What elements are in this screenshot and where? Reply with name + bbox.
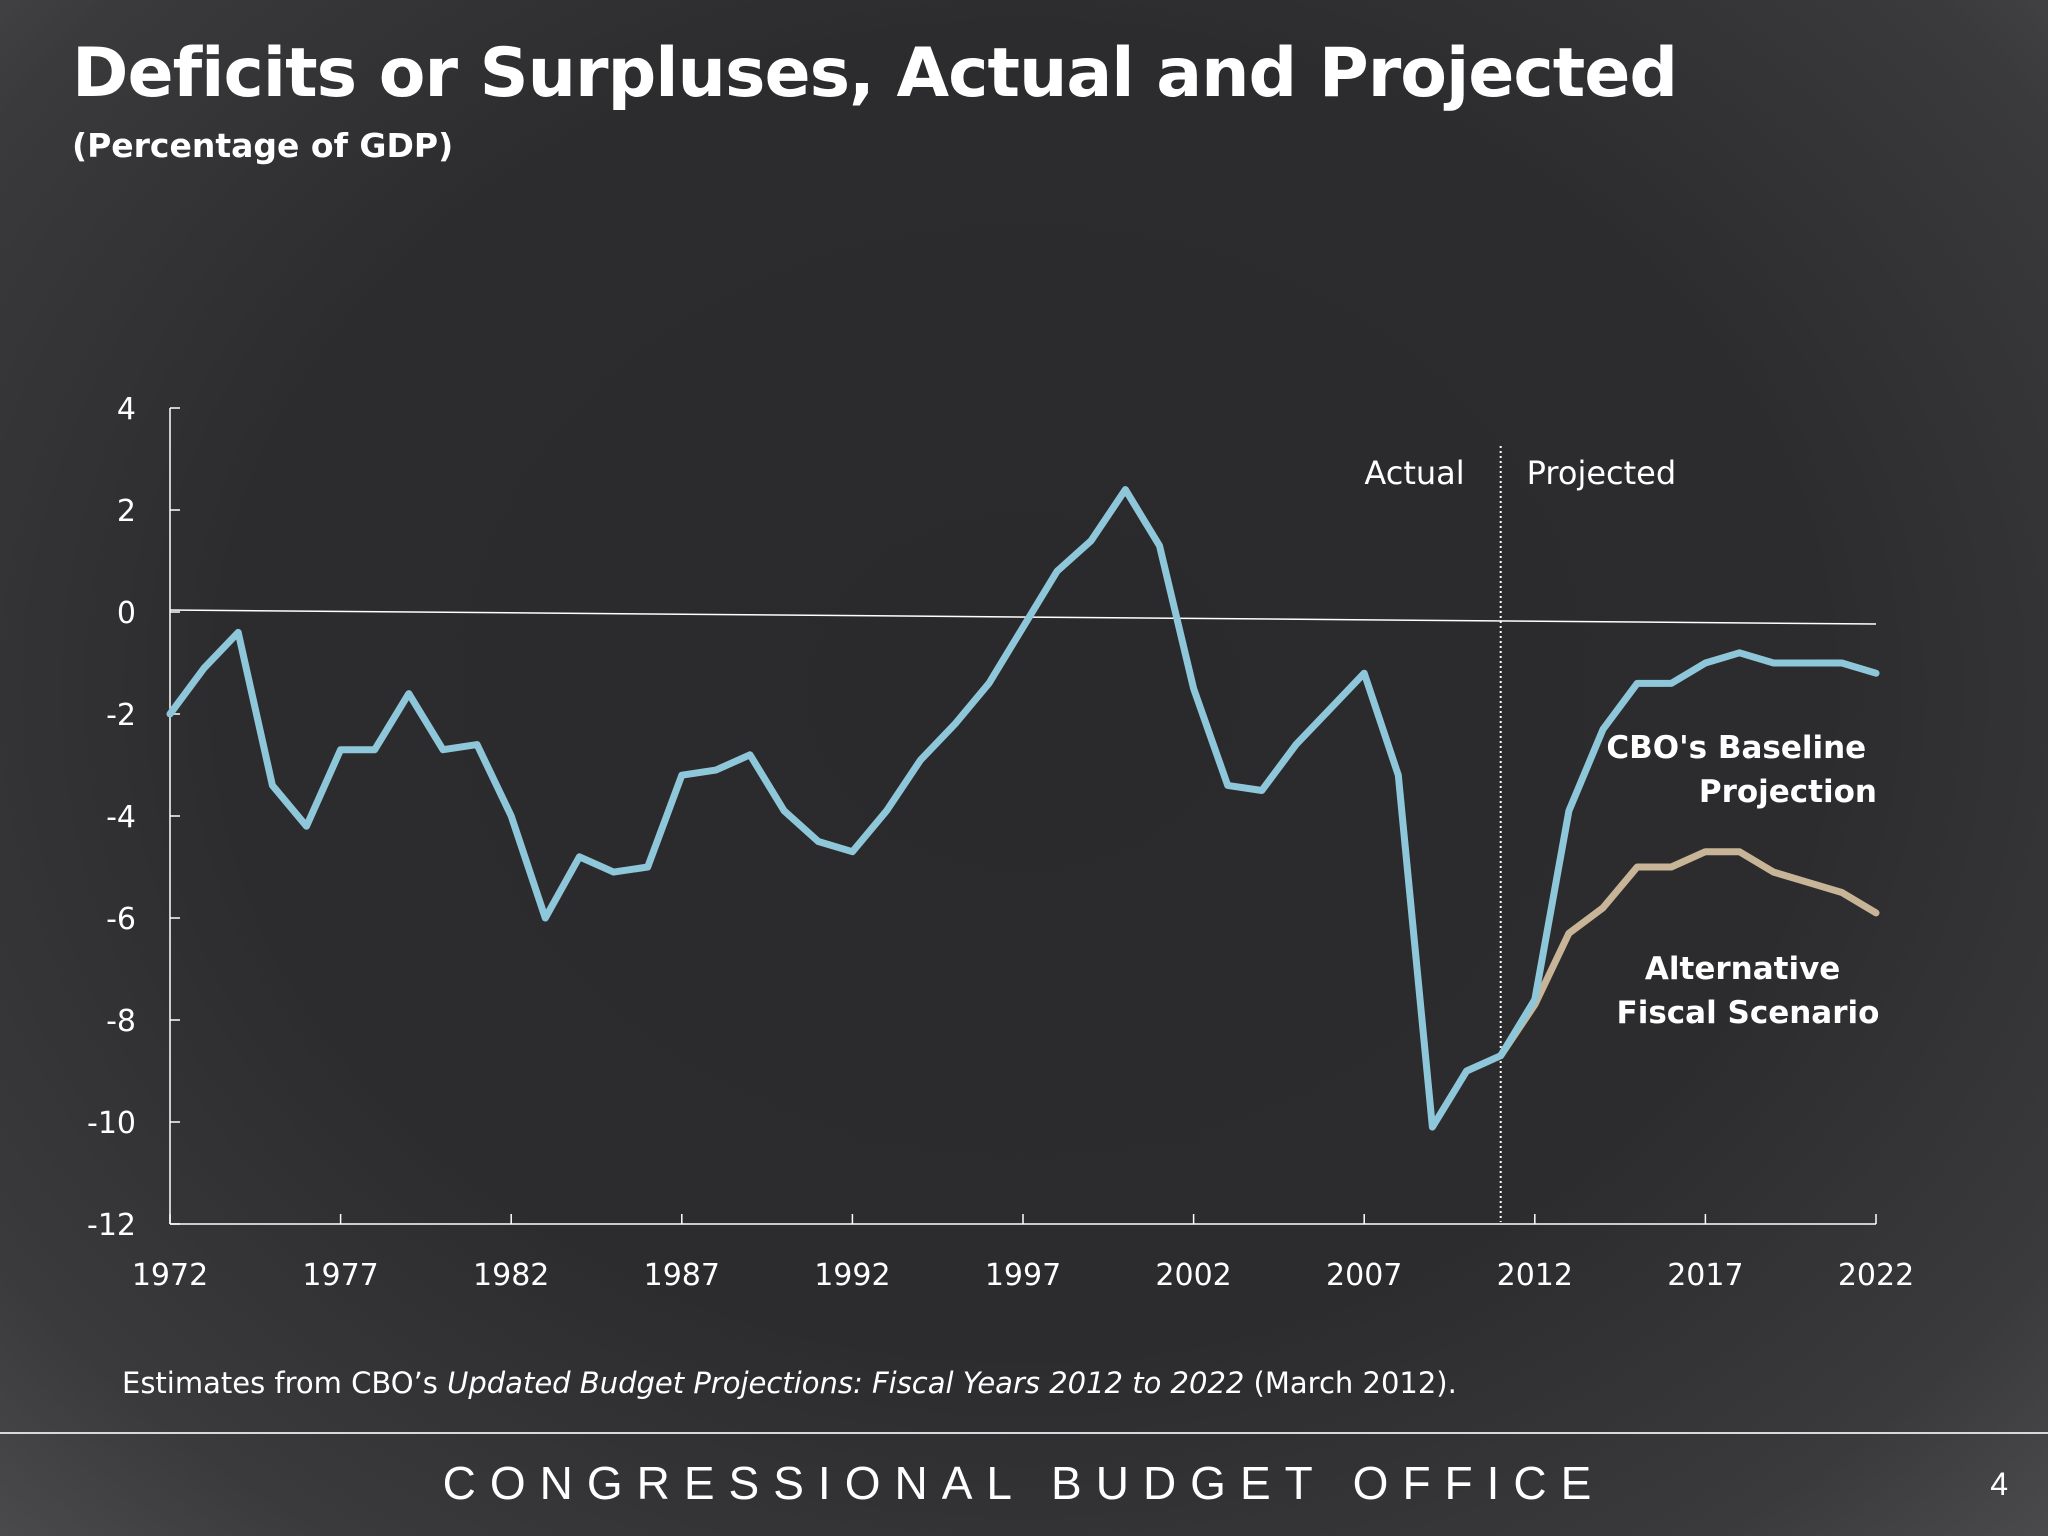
zero-reference-line [169,609,1877,625]
x-tick-label: 2017 [1667,1258,1743,1293]
x-tick-label: 1987 [644,1258,720,1293]
baseline-label-line-2: Projection [1699,774,1877,810]
x-axis: 1972 1977 1982 1987 1992 1997 2002 2007 2012 2017… [132,1214,1914,1293]
y-tick-label: 0 [117,596,136,631]
chart-subtitle: (Percentage of GDP) [72,126,454,165]
x-tick-label: 1997 [985,1258,1061,1293]
y-tick-label: -8 [106,1004,136,1039]
y-tick-label: 2 [117,494,136,529]
x-tick-label: 1972 [132,1258,208,1293]
footer-organization: CONGRESSIONAL BUDGET OFFICE [442,1457,1606,1509]
actual-label: Actual [1364,454,1464,492]
y-axis: 4 2 0 -2 -4 -6 -8 -10 -12 [87,392,180,1243]
deficits-line-chart: 420-2-4-6-8-10-12 1972 1977 1982 1987 1992 19… [87,392,1914,1293]
source-prefix: Estimates from CBO’s [122,1366,448,1400]
alternative-label-line-1: Alternative [1645,951,1840,987]
baseline-series-label: CBO's Baseline Projection [1606,730,1877,810]
y-tick-label: -10 [87,1106,136,1141]
chart-title: Deficits or Surpluses, Actual and Projec… [72,34,1678,113]
baseline-label-line-1: CBO's Baseline [1606,730,1866,766]
x-tick-label: 2002 [1155,1258,1231,1293]
y-tick-label: -12 [87,1208,136,1243]
x-tick-label: 2022 [1838,1258,1914,1293]
alternative-label-line-2: Fiscal Scenario [1617,995,1880,1031]
baseline-projection-line [166,486,1880,1131]
alternative-series-label: Alternative Fiscal Scenario [1617,951,1880,1031]
x-tick-label: 2012 [1497,1258,1573,1293]
x-tick-label: 1977 [302,1258,378,1293]
footer-divider [0,1432,2048,1434]
x-tick-label: 2007 [1326,1258,1402,1293]
y-tick-label: -6 [106,902,136,937]
x-tick-label: 1982 [473,1258,549,1293]
alternative-fiscal-scenario-line [1497,848,1880,1060]
y-tick-label: -4 [106,800,136,835]
projected-label: Projected [1527,454,1676,492]
source-note: Estimates from CBO’s Updated Budget Proj… [122,1366,1457,1400]
y-tick-label: -2 [106,698,136,733]
page-number: 4 [1990,1466,2008,1502]
x-tick-label: 1992 [814,1258,890,1293]
y-tick-label: 4 [117,392,136,427]
source-suffix: (March 2012). [1244,1366,1457,1400]
source-report-title: Updated Budget Projections: Fiscal Years… [447,1366,1245,1400]
